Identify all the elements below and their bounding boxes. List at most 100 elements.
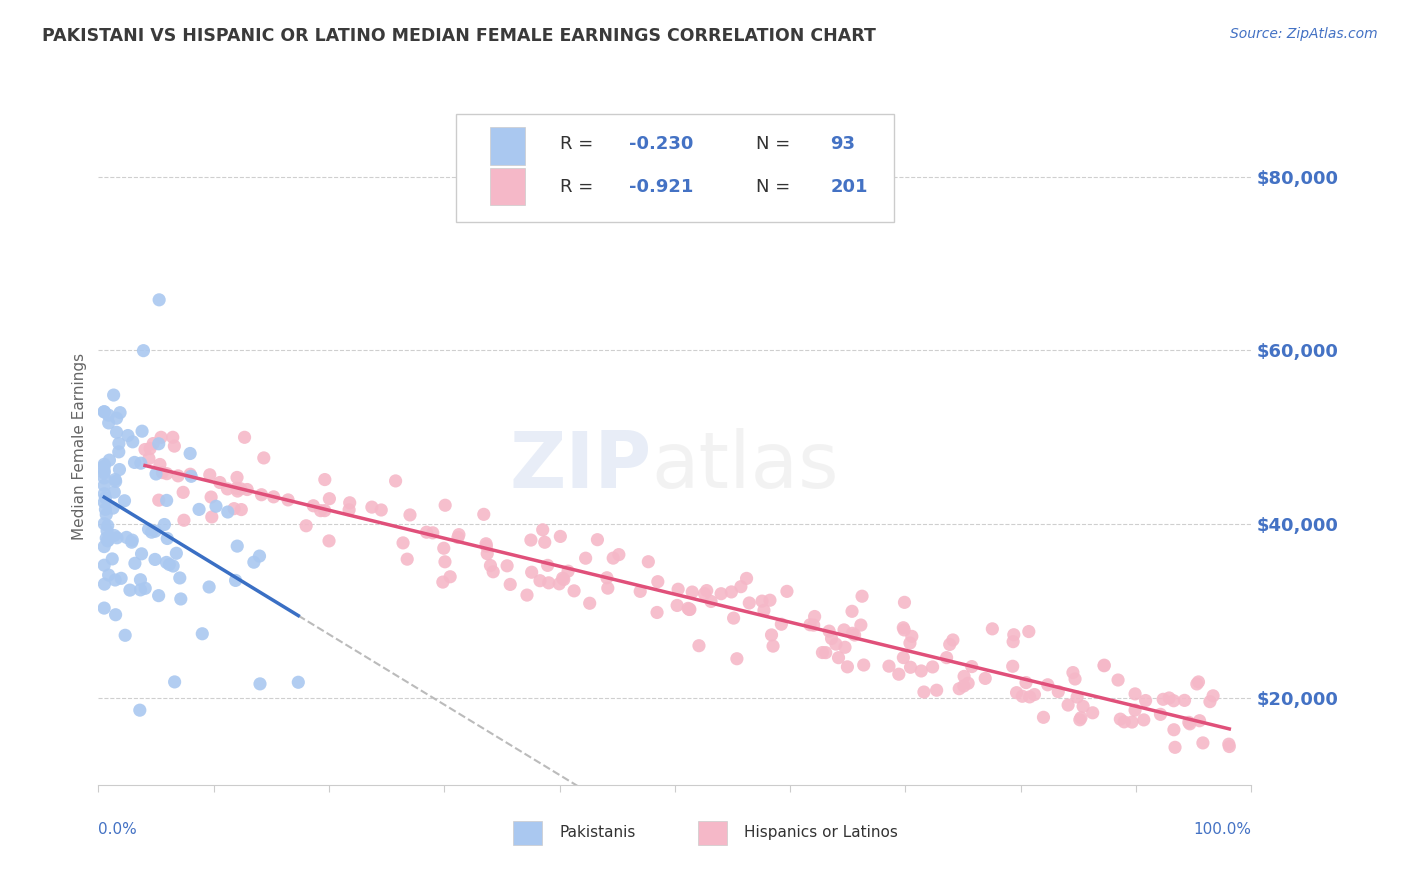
Point [803, 609, 825, 624]
Point [1218, 737, 1240, 751]
Text: ZIP: ZIP [509, 428, 652, 504]
Point [678, 602, 700, 616]
Point [912, 685, 935, 699]
Point [1109, 712, 1132, 726]
Point [551, 571, 574, 585]
Point [548, 577, 571, 591]
Point [479, 558, 502, 573]
FancyBboxPatch shape [456, 114, 894, 222]
Point [1064, 672, 1087, 686]
Point [825, 637, 848, 651]
Point [103, 388, 125, 402]
Point [752, 603, 775, 617]
Point [167, 468, 190, 483]
Point [1164, 740, 1187, 755]
Point [562, 583, 585, 598]
Point [225, 481, 247, 495]
Point [434, 498, 457, 512]
Point [738, 596, 761, 610]
Point [818, 624, 841, 639]
Point [1032, 710, 1054, 724]
Point [1081, 706, 1104, 720]
Point [188, 502, 211, 516]
Point [751, 594, 773, 608]
Point [820, 632, 842, 646]
Point [596, 581, 619, 595]
Point [602, 551, 624, 566]
Point [157, 558, 180, 572]
Point [688, 639, 710, 653]
Point [163, 439, 186, 453]
Point [104, 573, 127, 587]
Point [129, 573, 152, 587]
Point [162, 430, 184, 444]
Point [893, 650, 915, 665]
Point [93, 601, 115, 615]
Point [156, 467, 179, 481]
Text: PAKISTANI VS HISPANIC OR LATINO MEDIAN FEMALE EARNINGS CORRELATION CHART: PAKISTANI VS HISPANIC OR LATINO MEDIAN F… [42, 27, 876, 45]
Point [104, 607, 127, 622]
Point [101, 552, 124, 566]
Point [217, 482, 239, 496]
Point [496, 558, 519, 573]
Point [179, 446, 201, 460]
Point [249, 549, 271, 563]
Point [129, 582, 152, 597]
Point [107, 445, 129, 459]
Point [1071, 699, 1094, 714]
Point [891, 621, 914, 635]
Point [1036, 678, 1059, 692]
Point [201, 510, 224, 524]
Point [1123, 703, 1146, 717]
Point [696, 583, 718, 598]
Y-axis label: Median Female Earnings: Median Female Earnings [72, 352, 87, 540]
Point [132, 343, 155, 358]
Point [537, 575, 560, 590]
Point [1121, 714, 1143, 729]
Point [101, 501, 124, 516]
Point [131, 547, 153, 561]
Point [198, 580, 221, 594]
Point [1070, 711, 1092, 725]
Text: Source: ZipAtlas.com: Source: ZipAtlas.com [1230, 27, 1378, 41]
Point [433, 541, 456, 556]
Point [1135, 693, 1157, 707]
Point [776, 584, 799, 599]
Point [231, 502, 253, 516]
Point [93, 558, 115, 573]
Point [124, 557, 146, 571]
Text: N =: N = [755, 178, 796, 196]
Point [477, 547, 499, 561]
Point [536, 558, 558, 573]
Point [981, 622, 1004, 636]
Point [849, 618, 872, 632]
Point [472, 508, 495, 522]
Point [1018, 690, 1040, 704]
Point [447, 531, 470, 545]
Point [803, 618, 825, 632]
Point [155, 556, 177, 570]
Point [370, 503, 392, 517]
Point [1069, 713, 1091, 727]
Point [105, 531, 128, 545]
Point [482, 565, 505, 579]
Point [586, 533, 609, 547]
Point [200, 490, 222, 504]
Point [898, 636, 921, 650]
Point [730, 580, 752, 594]
Point [529, 574, 551, 588]
Point [108, 436, 131, 450]
Point [844, 628, 866, 642]
Point [148, 493, 170, 508]
Point [1057, 698, 1080, 712]
Point [827, 650, 849, 665]
Point [105, 411, 128, 425]
Point [97, 416, 120, 430]
Point [114, 493, 136, 508]
Point [1011, 690, 1033, 704]
Point [93, 516, 115, 531]
Text: R =: R = [560, 178, 599, 196]
Point [337, 503, 360, 517]
Point [1187, 674, 1209, 689]
Point [121, 533, 143, 548]
